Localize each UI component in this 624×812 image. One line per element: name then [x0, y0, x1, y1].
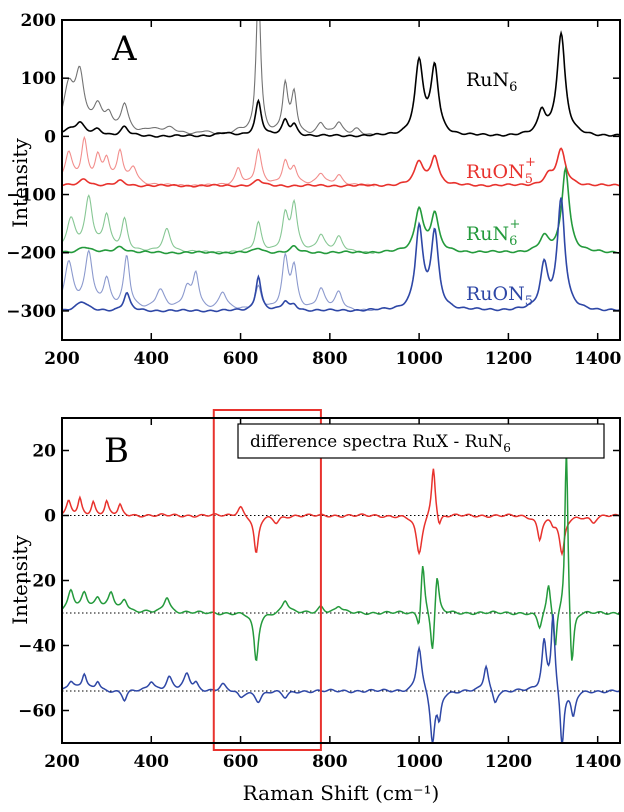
panel-b-ylabel: Intensity [8, 535, 32, 625]
panel-b-ytick-label: −40 [18, 637, 56, 657]
panel-b-xlabel: Raman Shift (cm⁻¹) [243, 781, 440, 805]
legend-text: difference spectra RuX - RuN [250, 432, 503, 452]
panel-b-frame [61, 417, 621, 744]
panel-a-series-line [62, 147, 620, 188]
panel-a-xtick-label: 1400 [574, 349, 621, 369]
panel-b-xtick-label: 1400 [574, 752, 621, 772]
panel-b-xtick-label: 400 [134, 752, 170, 772]
difference-legend-box: difference spectra RuX - RuN6 [237, 423, 605, 459]
panel-a-ytick-label: 0 [44, 127, 56, 147]
panel-b-ytick-label: −60 [18, 702, 56, 722]
panel-b-xtick-label: 800 [312, 752, 348, 772]
panel-b-series-line [62, 468, 620, 557]
panel-a-xtick-label: 800 [312, 349, 348, 369]
panel-b-ytick-label: 20 [32, 442, 56, 462]
panel-a-ytick-label: 100 [21, 69, 57, 89]
panel-a-series-line [62, 165, 620, 255]
series-label: RuON5 [466, 283, 533, 309]
panel-a-xtick-label: 600 [223, 349, 259, 369]
panel-a-series-line [62, 197, 620, 313]
panel-b-xtick-label: 1200 [485, 752, 532, 772]
panel-a-series [62, 20, 620, 313]
panel-a-ytick-label: −200 [6, 244, 56, 264]
panel-a-bg-line [62, 135, 375, 187]
panel-a-series-labels: RuN6 RuON5+ RuN6+ RuON5 [466, 69, 536, 309]
panel-b-series [62, 449, 620, 743]
panel-a-bg-line [62, 194, 375, 254]
panel-a-frame [61, 19, 621, 341]
svg-text:difference spectra RuX - RuN6: difference spectra RuX - RuN6 [250, 432, 511, 455]
panel-a-ticks: 200 400 600 800 1000 1200 14002001000−100−200−… [6, 11, 621, 369]
panel-b-letter: B [104, 431, 129, 471]
panel-b-series-line [62, 449, 620, 662]
panel-a-letter: A [111, 29, 137, 69]
panel-b-baselines [62, 515, 620, 692]
panel-b-xtick-label: 1000 [395, 752, 442, 772]
highlight-region [212, 409, 322, 751]
panel-b-ytick-label: −20 [18, 572, 56, 592]
legend-text-sub: 6 [503, 441, 511, 455]
panel-a-ytick-label: 200 [21, 11, 57, 31]
panel-a-xtick-label: 1200 [485, 349, 532, 369]
panel-b-xtick-label: 200 [44, 752, 80, 772]
panel-a: 200 400 600 800 1000 1200 14002001000−100−200−… [6, 11, 621, 369]
panel-a-bg-line [62, 20, 375, 136]
panel-a-xtick-label: 200 [44, 349, 80, 369]
panel-b-xtick-label: 600 [223, 752, 259, 772]
panel-a-xtick-label: 400 [134, 349, 170, 369]
panel-a-bg-line [62, 249, 375, 312]
panel-a-ytick-label: −300 [6, 302, 56, 322]
panel-a-series-line [62, 30, 620, 138]
series-label: RuN6 [466, 69, 517, 95]
panel-a-ylabel: Intensity [8, 138, 32, 228]
series-label: RuON5+ [466, 155, 536, 187]
panel-b-series-line [62, 614, 620, 743]
panel-b-ytick-label: 0 [44, 507, 56, 527]
panel-a-ytick-label: −100 [6, 186, 56, 206]
panel-a-xtick-label: 1000 [395, 349, 442, 369]
series-label: RuN6+ [466, 217, 520, 249]
